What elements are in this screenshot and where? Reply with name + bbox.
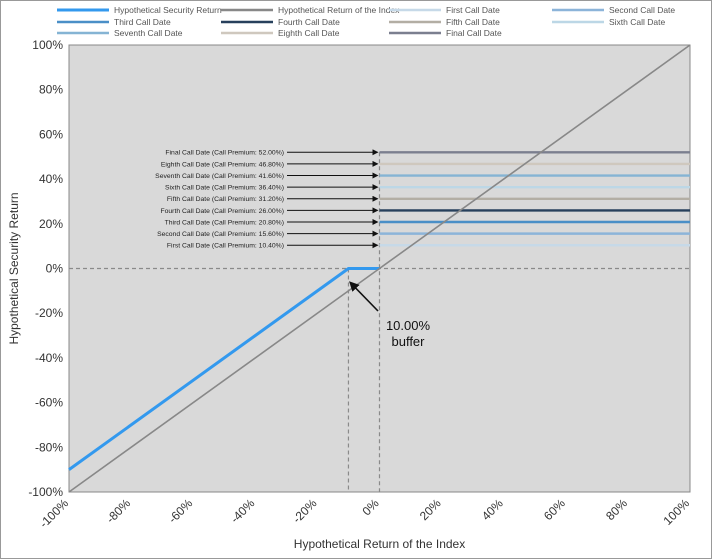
legend-label-fifth-call-date: Fifth Call Date xyxy=(446,17,500,27)
x-tick-label: 20% xyxy=(417,496,444,523)
legend-label-fourth-call-date: Fourth Call Date xyxy=(278,17,340,27)
x-tick-label: -20% xyxy=(290,496,320,526)
series-layer xyxy=(68,44,691,493)
x-tick-label: 100% xyxy=(661,496,693,528)
legend-label-hypothetical-return-of-the-index: Hypothetical Return of the Index xyxy=(278,5,400,15)
legend-label-final-call-date: Final Call Date xyxy=(446,28,502,38)
y-tick-label: -60% xyxy=(35,396,63,410)
y-tick-label: 80% xyxy=(39,83,63,97)
legend: Hypothetical Security Return Hypothetical… xyxy=(57,5,675,38)
x-axis-title: Hypothetical Return of the Index xyxy=(294,537,465,551)
y-tick-label: 40% xyxy=(39,172,63,186)
y-tick-label: 60% xyxy=(39,127,63,141)
annotation-label: Seventh Call Date (Call Premium: 41.60%) xyxy=(155,173,284,180)
legend-label-sixth-call-date: Sixth Call Date xyxy=(609,17,665,27)
x-tick-label: 60% xyxy=(541,496,568,523)
legend-label-third-call-date: Third Call Date xyxy=(114,17,171,27)
annotation-label: Second Call Date (Call Premium: 15.60%) xyxy=(157,231,284,238)
x-tick-label: -60% xyxy=(166,496,196,526)
x-tick-label: -40% xyxy=(228,496,258,526)
series-hypothetical-security-return xyxy=(68,267,380,471)
x-tick-label: -80% xyxy=(104,496,134,526)
annotation-label: Sixth Call Date (Call Premium: 36.40%) xyxy=(165,185,284,192)
legend-label-eighth-call-date: Eighth Call Date xyxy=(278,28,340,38)
annotation-layer: Final Call Date (Call Premium: 52.00%) Ei… xyxy=(155,149,431,349)
y-tick-label: -40% xyxy=(35,351,63,365)
annotation-label: Third Call Date (Call Premium: 20.80%) xyxy=(165,219,284,226)
annotation-label: Eighth Call Date (Call Premium: 46.80%) xyxy=(161,161,284,168)
series-hypothetical-return-of-the-index xyxy=(68,44,691,493)
x-tick-label: 0% xyxy=(359,496,381,518)
legend-label-seventh-call-date: Seventh Call Date xyxy=(114,28,183,38)
y-tick-label: -20% xyxy=(35,306,63,320)
buffer-label: buffer xyxy=(391,334,425,349)
legend-label-hypothetical-security-return: Hypothetical Security Return xyxy=(114,5,222,15)
buffer-label: 10.00% xyxy=(386,318,431,333)
annotation-label: Fourth Call Date (Call Premium: 26.00%) xyxy=(160,208,284,215)
y-tick-label: 0% xyxy=(46,262,64,276)
legend-label-first-call-date: First Call Date xyxy=(446,5,500,15)
y-tick-label: -80% xyxy=(35,440,63,454)
x-tick-label: 80% xyxy=(603,496,630,523)
y-tick-label: 20% xyxy=(39,217,63,231)
x-tick-label: 40% xyxy=(479,496,506,523)
buffer-arrow xyxy=(349,281,379,312)
y-axis-title: Hypothetical Security Return xyxy=(7,192,21,344)
legend-label-second-call-date: Second Call Date xyxy=(609,5,675,15)
x-tick-label: -100% xyxy=(37,496,72,531)
annotation-label: Fifth Call Date (Call Premium: 31.20%) xyxy=(167,196,284,203)
y-tick-label: -100% xyxy=(28,485,63,499)
annotation-label: Final Call Date (Call Premium: 52.00%) xyxy=(165,150,284,157)
y-tick-label: 100% xyxy=(32,38,63,52)
annotation-label: First Call Date (Call Premium: 10.40%) xyxy=(167,243,284,250)
